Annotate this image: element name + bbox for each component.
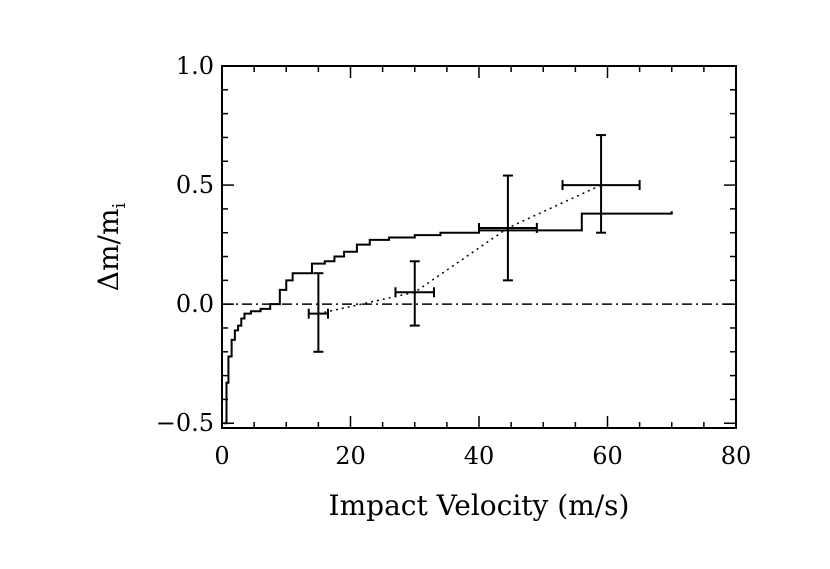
y-tick-label: 1.0 bbox=[176, 52, 214, 80]
y-axis-title-main: Δm/m bbox=[92, 209, 125, 292]
y-tick-label: 0.0 bbox=[176, 290, 214, 318]
y-tick-labels: −0.5 0.0 0.5 1.0 bbox=[156, 52, 214, 437]
x-axis-title: Impact Velocity (m/s) bbox=[329, 489, 630, 522]
error-bar bbox=[478, 174, 538, 282]
error-bar bbox=[307, 272, 330, 353]
y-axis-title: Δm/mi bbox=[92, 203, 130, 292]
x-tick-label: 0 bbox=[214, 442, 229, 470]
y-tick-label: 0.5 bbox=[176, 171, 214, 199]
error-bar bbox=[394, 260, 436, 327]
y-tick-label: −0.5 bbox=[156, 409, 214, 437]
x-tick-label: 60 bbox=[592, 442, 623, 470]
measurement-dotted-line bbox=[318, 184, 602, 315]
x-tick-label: 40 bbox=[464, 442, 495, 470]
error-bar bbox=[561, 134, 641, 234]
x-tick-labels: 0 20 40 60 80 bbox=[214, 442, 751, 470]
model-step-line bbox=[223, 211, 673, 425]
plot-frame bbox=[221, 65, 737, 429]
series-layer bbox=[222, 184, 736, 425]
axis-ticks bbox=[221, 65, 737, 428]
y-axis-title-subscript: i bbox=[109, 203, 130, 209]
x-tick-label: 20 bbox=[335, 442, 366, 470]
x-tick-label: 80 bbox=[721, 442, 752, 470]
error-bars-layer bbox=[307, 134, 641, 353]
